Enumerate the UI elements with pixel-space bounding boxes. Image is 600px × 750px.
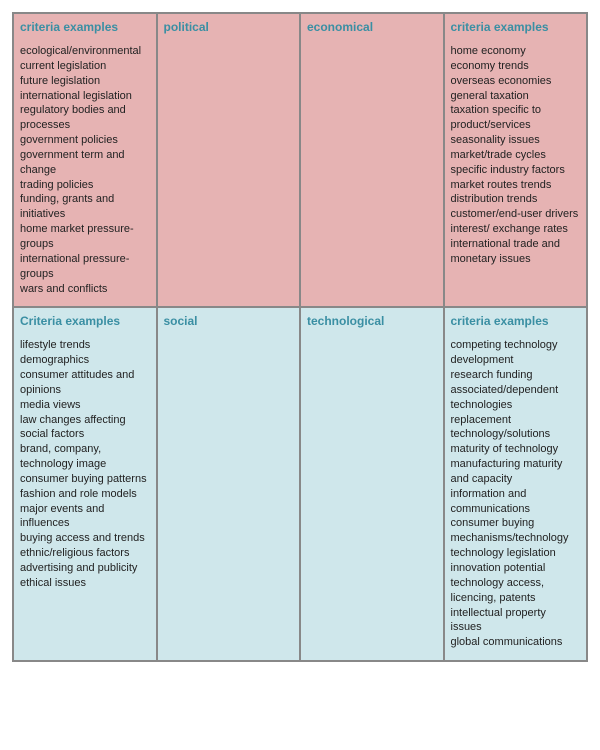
cell-items: competing technology developmentresearch… bbox=[451, 338, 581, 650]
list-item: market routes trends bbox=[451, 178, 581, 193]
list-item: government policies bbox=[20, 133, 150, 148]
list-item: specific industry factors bbox=[451, 163, 581, 178]
list-item: global communications bbox=[451, 635, 581, 650]
list-item: advertising and publicity bbox=[20, 561, 150, 576]
list-item: consumer buying mechanisms/technology bbox=[451, 516, 581, 546]
list-item: replacement technology/solutions bbox=[451, 413, 581, 443]
cell-items: home economyeconomy trendsoverseas econo… bbox=[451, 44, 581, 267]
list-item: seasonality issues bbox=[451, 133, 581, 148]
list-item: consumer attitudes and opinions bbox=[20, 368, 150, 398]
cell-items: lifestyle trendsdemographicsconsumer att… bbox=[20, 338, 150, 590]
list-item: interest/ exchange rates bbox=[451, 222, 581, 237]
cell-social: social bbox=[157, 307, 301, 661]
list-item: customer/end-user drivers bbox=[451, 207, 581, 222]
cell-social-criteria-left: Criteria examples lifestyle trendsdemogr… bbox=[13, 307, 157, 661]
list-item: international pressure- groups bbox=[20, 252, 150, 282]
list-item: distribution trends bbox=[451, 192, 581, 207]
list-item: intellectual property issues bbox=[451, 606, 581, 636]
list-item: technology legislation bbox=[451, 546, 581, 561]
list-item: information and communications bbox=[451, 487, 581, 517]
list-item: law changes affecting social factors bbox=[20, 413, 150, 443]
cell-items: ecological/environmental current legisla… bbox=[20, 44, 150, 296]
list-item: ethical issues bbox=[20, 576, 150, 591]
list-item: consumer buying patterns bbox=[20, 472, 150, 487]
list-item: overseas economies bbox=[451, 74, 581, 89]
cell-technological-criteria-right: criteria examples competing technology d… bbox=[444, 307, 588, 661]
cell-political-criteria-left: criteria examples ecological/environment… bbox=[13, 13, 157, 307]
list-item: research funding bbox=[451, 368, 581, 383]
list-item: regulatory bodies and processes bbox=[20, 103, 150, 133]
list-item: taxation specific to product/services bbox=[451, 103, 581, 133]
list-item: associated/dependent technologies bbox=[451, 383, 581, 413]
list-item: innovation potential bbox=[451, 561, 581, 576]
list-item: manufacturing maturity and capacity bbox=[451, 457, 581, 487]
list-item: economy trends bbox=[451, 59, 581, 74]
list-item: demographics bbox=[20, 353, 150, 368]
list-item: home economy bbox=[451, 44, 581, 59]
list-item: future legislation bbox=[20, 74, 150, 89]
list-item: international trade and monetary issues bbox=[451, 237, 581, 267]
list-item: brand, company, technology image bbox=[20, 442, 150, 472]
list-item: lifestyle trends bbox=[20, 338, 150, 353]
cell-header: criteria examples bbox=[451, 20, 581, 34]
cell-political: political bbox=[157, 13, 301, 307]
list-item: trading policies bbox=[20, 178, 150, 193]
list-item: ethnic/religious factors bbox=[20, 546, 150, 561]
cell-header: Criteria examples bbox=[20, 314, 150, 328]
cell-header: criteria examples bbox=[20, 20, 150, 34]
list-item: ecological/environmental current legisla… bbox=[20, 44, 150, 74]
list-item: general taxation bbox=[451, 89, 581, 104]
list-item: funding, grants and initiatives bbox=[20, 192, 150, 222]
cell-header: social bbox=[164, 314, 294, 328]
cell-economical-criteria-right: criteria examples home economyeconomy tr… bbox=[444, 13, 588, 307]
cell-header: economical bbox=[307, 20, 437, 34]
cell-economical: economical bbox=[300, 13, 444, 307]
list-item: media views bbox=[20, 398, 150, 413]
cell-technological: technological bbox=[300, 307, 444, 661]
list-item: international legislation bbox=[20, 89, 150, 104]
list-item: wars and conflicts bbox=[20, 282, 150, 297]
list-item: government term and change bbox=[20, 148, 150, 178]
list-item: major events and influences bbox=[20, 502, 150, 532]
cell-header: political bbox=[164, 20, 294, 34]
list-item: fashion and role models bbox=[20, 487, 150, 502]
pest-grid: criteria examples ecological/environment… bbox=[12, 12, 588, 662]
cell-header: technological bbox=[307, 314, 437, 328]
list-item: technology access, licencing, patents bbox=[451, 576, 581, 606]
list-item: maturity of technology bbox=[451, 442, 581, 457]
list-item: market/trade cycles bbox=[451, 148, 581, 163]
list-item: competing technology development bbox=[451, 338, 581, 368]
cell-header: criteria examples bbox=[451, 314, 581, 328]
list-item: home market pressure- groups bbox=[20, 222, 150, 252]
list-item: buying access and trends bbox=[20, 531, 150, 546]
